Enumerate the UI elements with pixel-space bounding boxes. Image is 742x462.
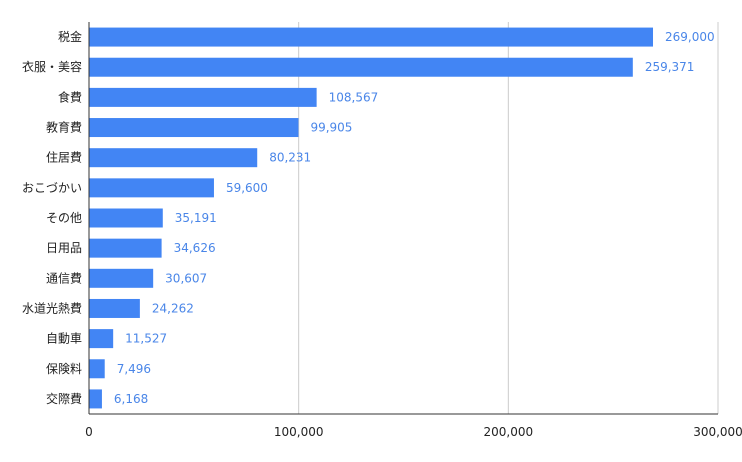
bar bbox=[89, 87, 317, 107]
category-label: その他 bbox=[46, 211, 82, 225]
data-label: 80,231 bbox=[269, 151, 311, 165]
data-label: 24,262 bbox=[152, 301, 194, 315]
category-label: 食費 bbox=[58, 89, 82, 104]
grid-lines bbox=[298, 22, 719, 414]
category-label: 住居費 bbox=[46, 150, 82, 165]
data-label: 269,000 bbox=[665, 30, 715, 44]
bar bbox=[89, 57, 633, 77]
x-tick-label: 300,000 bbox=[693, 425, 742, 439]
data-label: 59,600 bbox=[226, 181, 268, 195]
bar bbox=[89, 329, 114, 349]
data-label: 108,567 bbox=[329, 90, 379, 104]
data-label: 11,527 bbox=[125, 332, 167, 346]
bar bbox=[89, 178, 214, 198]
bar bbox=[89, 208, 163, 228]
bar bbox=[89, 268, 154, 288]
data-label: 35,191 bbox=[175, 211, 217, 225]
data-label: 30,607 bbox=[165, 271, 207, 285]
data-label: 99,905 bbox=[310, 121, 352, 135]
category-label: 自動車 bbox=[46, 332, 82, 346]
category-label: 保険料 bbox=[46, 362, 82, 376]
x-tick-label: 0 bbox=[85, 425, 93, 439]
category-label: 交際費 bbox=[46, 391, 82, 406]
data-label: 7,496 bbox=[117, 362, 151, 376]
category-label: 教育費 bbox=[46, 120, 82, 135]
bar bbox=[89, 238, 162, 258]
labels: 0 100,000 200,000 300,000 税金 269,000 衣服・美容 259,… bbox=[22, 29, 742, 439]
x-tick-label: 100,000 bbox=[274, 425, 324, 439]
bars bbox=[89, 27, 654, 409]
bar bbox=[89, 298, 140, 318]
axes bbox=[88, 22, 718, 415]
category-label: 衣服・美容 bbox=[22, 59, 82, 74]
category-label: 日用品 bbox=[46, 241, 82, 255]
data-label: 6,168 bbox=[114, 392, 148, 406]
category-label: 水道光熱費 bbox=[22, 300, 82, 315]
bar bbox=[89, 27, 654, 47]
data-label: 259,371 bbox=[645, 60, 695, 74]
data-label: 34,626 bbox=[174, 241, 216, 255]
category-label: 通信費 bbox=[46, 270, 82, 285]
bar bbox=[89, 359, 105, 379]
category-label: おこづかい bbox=[22, 181, 82, 195]
x-tick-label: 200,000 bbox=[484, 425, 534, 439]
bar bbox=[89, 148, 258, 168]
bar bbox=[89, 389, 102, 409]
category-label: 税金 bbox=[58, 29, 82, 44]
bar bbox=[89, 118, 299, 138]
